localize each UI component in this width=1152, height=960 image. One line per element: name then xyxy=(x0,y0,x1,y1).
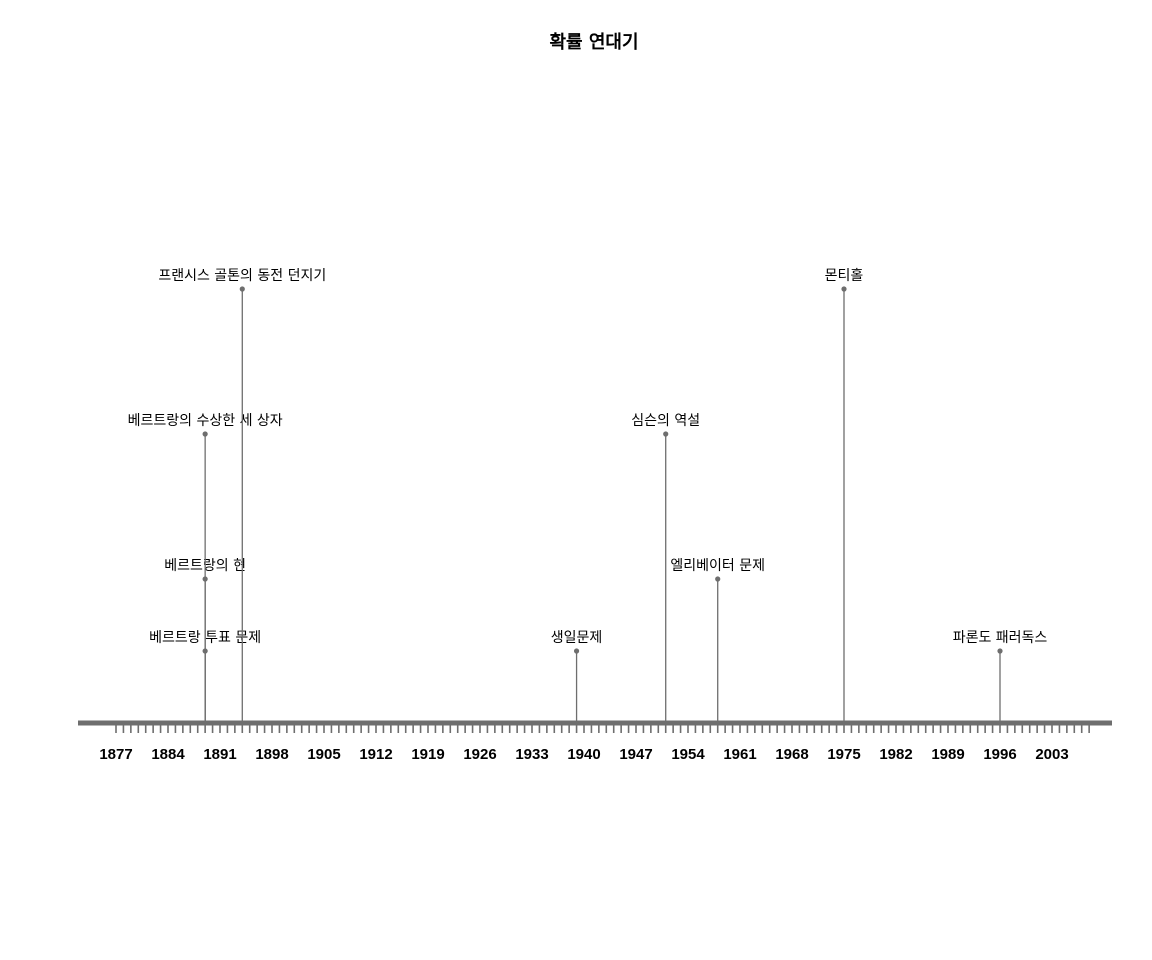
tick-labels: 1877 1884 1891 1898 1905 1912 1919 1926 1933 1940… xyxy=(99,746,1068,763)
tick-label: 1954 xyxy=(671,746,705,763)
tick-label: 1975 xyxy=(827,746,860,763)
tick-label: 1905 xyxy=(307,746,340,763)
event-label: 베르트랑의 수상한 세 상자 xyxy=(128,413,283,429)
event-label: 엘리베이터 문제 xyxy=(670,558,765,574)
event-label: 파론도 패러독스 xyxy=(953,630,1048,646)
tick-label: 1884 xyxy=(151,746,185,763)
event-label: 생일문제 xyxy=(551,630,603,646)
event-point xyxy=(202,431,208,437)
tick-label: 2003 xyxy=(1035,746,1068,763)
tick-label: 1919 xyxy=(411,746,444,763)
tick-label: 1989 xyxy=(931,746,964,763)
chart-title: 확률 연대기 xyxy=(549,32,638,53)
event-label: 프랜시스 골톤의 동전 던지기 xyxy=(158,268,326,284)
tick-label: 1891 xyxy=(203,746,236,763)
tick-label: 1982 xyxy=(879,746,912,763)
tick-label: 1968 xyxy=(775,746,808,763)
event-point xyxy=(997,648,1003,654)
event-point xyxy=(841,286,847,292)
event-label: 몬티홀 xyxy=(825,268,864,284)
tick-label: 1933 xyxy=(515,746,548,763)
tick-label: 1912 xyxy=(359,746,392,763)
tick-label: 1947 xyxy=(619,746,652,763)
tick-label: 1940 xyxy=(567,746,600,763)
tick-label: 1926 xyxy=(463,746,496,763)
event-point xyxy=(239,286,245,292)
event-point xyxy=(663,431,669,437)
tick-label: 1996 xyxy=(983,746,1016,763)
event-point xyxy=(573,648,580,654)
tick-label: 1898 xyxy=(255,746,288,763)
tick-label: 1877 xyxy=(99,746,132,763)
event-point xyxy=(715,576,721,582)
event-label: 심슨의 역설 xyxy=(631,413,700,429)
tick-label: 1961 xyxy=(723,746,756,763)
